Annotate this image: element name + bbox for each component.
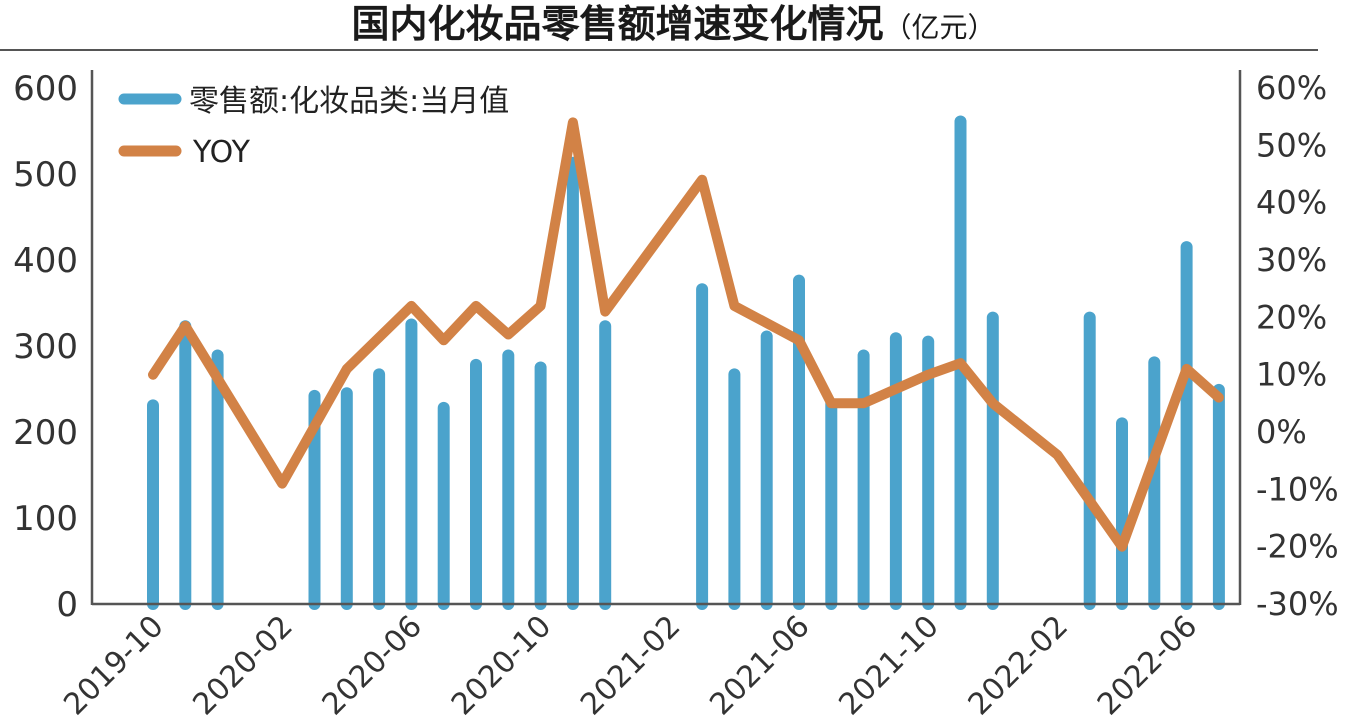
right-tick-label: -30% <box>1256 585 1339 623</box>
chart-title-text: 国内化妆品零售额增速变化情况 <box>351 2 884 46</box>
left-tick-label: 100 <box>13 499 78 539</box>
legend: 零售额:化妆品类:当月值 YOY <box>118 84 509 170</box>
right-tick-label: 60% <box>1256 69 1327 107</box>
right-tick-label: 50% <box>1256 126 1327 164</box>
x-tick-label: 2021-10 <box>832 609 945 722</box>
right-tick-label: 40% <box>1256 184 1327 222</box>
line-series <box>148 117 1224 552</box>
x-tick-label: 2022-06 <box>1091 609 1204 722</box>
x-tick-label: 2020-06 <box>316 609 429 722</box>
right-tick-label: 0% <box>1256 413 1307 451</box>
legend-label-line: YOY <box>192 135 251 170</box>
chart-title-unit: （亿元） <box>883 11 996 44</box>
left-tick-label: 200 <box>13 413 78 453</box>
yoy-line <box>148 117 1224 552</box>
right-tick-label: 30% <box>1256 241 1327 279</box>
axes <box>90 70 1242 606</box>
left-tick-label: 300 <box>13 327 78 367</box>
left-tick-label: 400 <box>13 241 78 281</box>
right-tick-label: 20% <box>1256 298 1327 336</box>
right-tick-label: -20% <box>1256 528 1339 566</box>
x-tick-label: 2021-02 <box>574 609 687 722</box>
x-tick-label: 2019-10 <box>57 609 170 722</box>
left-tick-label: 500 <box>13 155 78 195</box>
right-tick-label: -10% <box>1256 470 1339 508</box>
chart-title: 国内化妆品零售额增速变化情况（亿元） <box>0 0 1347 48</box>
bar-series <box>147 115 1225 610</box>
left-tick-label: 0 <box>56 585 78 625</box>
x-tick-label: 2022-02 <box>962 609 1075 722</box>
right-tick-label: 10% <box>1256 356 1327 394</box>
left-tick-label: 600 <box>13 69 78 109</box>
x-tick-label: 2020-10 <box>445 609 558 722</box>
legend-label-bar: 零售额:化妆品类:当月值 <box>189 84 509 119</box>
x-tick-label: 2020-02 <box>186 609 299 722</box>
x-tick-label: 2021-06 <box>703 609 816 722</box>
